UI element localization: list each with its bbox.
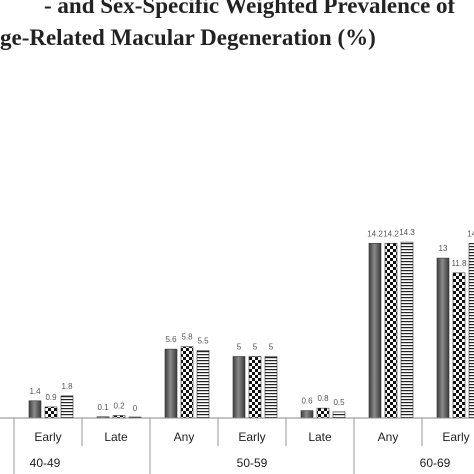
- category-tick-label: Early: [238, 430, 265, 444]
- data-label: 14.3: [399, 228, 415, 237]
- bar: [164, 348, 178, 419]
- data-label: 14.2: [367, 229, 383, 238]
- data-label: 5: [269, 343, 274, 352]
- bar: [400, 241, 414, 419]
- bar: [300, 410, 314, 419]
- data-label: 0.5: [333, 398, 345, 407]
- bar: [196, 350, 210, 419]
- bar: [316, 407, 330, 419]
- data-label: 13: [439, 244, 448, 253]
- bar: [44, 406, 58, 419]
- category-tick-label: Late: [104, 430, 128, 444]
- data-label: 5.5: [197, 336, 209, 345]
- category-tick-label: Any: [174, 430, 195, 444]
- bar: [28, 400, 42, 419]
- bar: [468, 243, 474, 419]
- data-label: 0.6: [301, 397, 313, 406]
- category-tick-label: Early: [442, 430, 469, 444]
- data-label: 0.2: [113, 402, 125, 411]
- bar: [384, 243, 398, 419]
- bar: [332, 411, 346, 419]
- bar: [232, 356, 246, 419]
- group-label: 50-59: [237, 456, 268, 470]
- data-label: 5.8: [181, 333, 193, 342]
- category-tick-label: Any: [378, 430, 399, 444]
- data-label: 14.2: [467, 229, 474, 238]
- data-label: 11.8: [452, 259, 468, 268]
- data-label: 14.2: [383, 229, 399, 238]
- bar: [452, 272, 466, 419]
- data-label: 0.8: [317, 394, 329, 403]
- bar: [264, 356, 278, 419]
- category-tick-label: Late: [308, 430, 332, 444]
- bar: [60, 395, 74, 419]
- chart-subtitle: ge-Related Macular Degeneration (%): [0, 25, 376, 50]
- data-label: 1.4: [29, 387, 41, 396]
- group-label: 60-69: [420, 456, 451, 470]
- data-label: 0: [133, 404, 138, 413]
- data-label: 5: [253, 343, 258, 352]
- data-label: 1.8: [61, 382, 73, 391]
- bar: [368, 243, 382, 419]
- chart-title: - and Sex-Specific Weighted Prevalence o…: [44, 0, 456, 18]
- data-label: 0.1: [97, 403, 109, 412]
- data-label: 5: [237, 343, 242, 352]
- bar: [248, 356, 262, 419]
- data-label: 0.9: [45, 393, 57, 402]
- bar: [180, 346, 194, 419]
- data-label: 5.6: [165, 335, 177, 344]
- category-tick-label: Early: [34, 430, 61, 444]
- group-label: 40-49: [30, 456, 61, 470]
- bar: [436, 257, 450, 419]
